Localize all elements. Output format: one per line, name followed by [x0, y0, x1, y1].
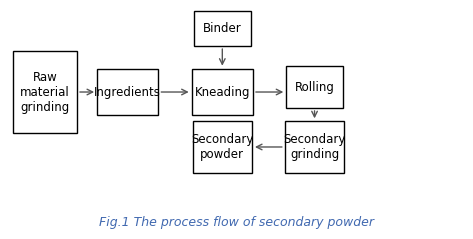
Bar — [192, 69, 253, 115]
Bar — [285, 121, 344, 173]
Text: Secondary
powder: Secondary powder — [191, 133, 254, 161]
Text: Fig.1 The process flow of secondary powder: Fig.1 The process flow of secondary powd… — [99, 216, 374, 229]
Bar — [194, 11, 251, 46]
Bar — [193, 121, 252, 173]
Bar — [97, 69, 158, 115]
Text: Ingredients: Ingredients — [94, 86, 161, 98]
Text: Kneading: Kneading — [194, 86, 250, 98]
Text: Binder: Binder — [203, 22, 242, 35]
Bar — [286, 66, 343, 108]
Bar — [13, 51, 77, 133]
Text: Secondary
grinding: Secondary grinding — [283, 133, 346, 161]
Text: Raw
material
grinding: Raw material grinding — [20, 71, 70, 114]
Text: Rolling: Rolling — [295, 81, 334, 94]
